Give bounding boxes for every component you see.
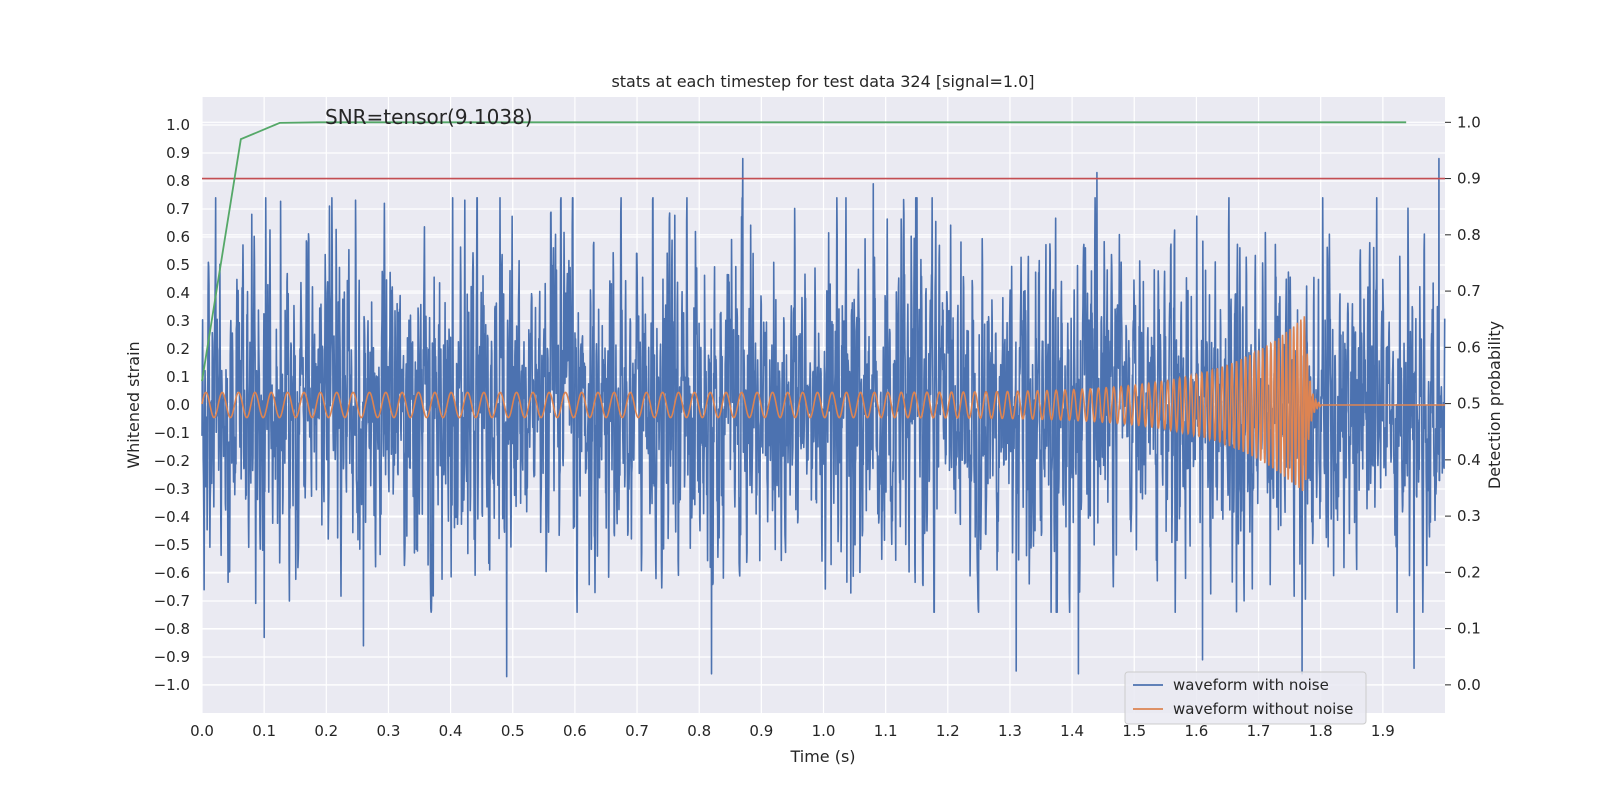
y-tick-label: −0.4 [154,508,190,526]
x-tick-label: 0.6 [563,722,587,740]
x-tick-label: 1.0 [812,722,836,740]
x-tick-label: 1.2 [936,722,960,740]
y-tick-label: −0.3 [154,480,190,498]
x-tick-label: 1.5 [1122,722,1146,740]
y-tick-label: 0.2 [166,340,190,358]
x-tick-label: 1.6 [1184,722,1208,740]
y2-tick-labels: 1.0 0.9 0.8 0.7 0.6 0.5 0.4 0.3 0.2 0.1 0.0 [1445,113,1481,694]
y-tick-label: −1.0 [154,676,190,694]
x-tick-label: 0.2 [314,722,338,740]
y-tick-label: 0.5 [166,256,190,274]
x-tick-label: 1.9 [1371,722,1395,740]
x-tick-label: 1.4 [1060,722,1084,740]
legend-label-clean: waveform without noise [1173,700,1353,718]
y-tick-label: −0.9 [154,648,190,666]
y2-tick-label: 1.0 [1457,113,1481,131]
y2-tick-label: 0.4 [1457,451,1481,469]
y-tick-label: −0.7 [154,592,190,610]
x-tick-label: 0.0 [190,722,214,740]
chart-title: stats at each timestep for test data 324… [611,72,1034,91]
x-tick-label: 0.9 [749,722,773,740]
y-tick-labels: 1.0 0.9 0.8 0.7 0.6 0.5 0.4 0.3 0.2 0.1 0.0 −0.1 −0.… [154,116,190,694]
y-tick-label: 0.8 [166,172,190,190]
y2-tick-label: 0.3 [1457,507,1481,525]
y2-axis-label: Detection probability [1485,321,1504,489]
clean-series-layer [201,316,1445,492]
y-tick-label: 0.3 [166,312,190,330]
y-tick-label: 0.9 [166,144,190,162]
y2-tick-label: 0.8 [1457,226,1481,244]
y2-tick-label: 0.1 [1457,620,1481,638]
x-tick-label: 1.3 [998,722,1022,740]
x-tick-labels: 0.0 0.1 0.2 0.3 0.4 0.5 0.6 0.7 0.8 0.9 1.0 1.1 1.2 1… [190,722,1395,740]
legend: waveform with noise waveform without noi… [1124,671,1367,725]
y-tick-label: 0.1 [166,368,190,386]
x-axis-label: Time (s) [789,747,855,766]
x-tick-label: 0.5 [501,722,525,740]
y-tick-label: 0.0 [166,396,190,414]
series-waveform-without-noise [201,316,1445,492]
y-tick-label: −0.2 [154,452,190,470]
y-tick-label: 0.6 [166,228,190,246]
y-tick-label: 0.4 [166,284,190,302]
legend-box [1124,671,1367,725]
y2-tick-label: 0.2 [1457,563,1481,581]
x-tick-label: 0.3 [377,722,401,740]
probability-series-layer [201,121,1407,382]
y-tick-label: 0.7 [166,200,190,218]
y2-tick-label: 0.9 [1457,170,1481,188]
y2-tick-label: 0.0 [1457,676,1481,694]
series-waveform-with-noise [201,157,1446,678]
y-axis-label: Whitened strain [124,341,143,468]
x-tick-label: 0.1 [252,722,276,740]
y-tick-label: −0.5 [154,536,190,554]
x-tick-label: 0.8 [687,722,711,740]
noise-series-layer [201,157,1446,678]
y-tick-label: 1.0 [166,116,190,134]
x-tick-label: 1.8 [1309,722,1333,740]
snr-annotation: SNR=tensor(9.1038) [325,105,533,129]
x-tick-label: 1.1 [874,722,898,740]
x-tick-label: 1.7 [1247,722,1271,740]
legend-label-noise: waveform with noise [1173,676,1329,694]
y-tick-label: −0.8 [154,620,190,638]
x-tick-label: 0.4 [439,722,463,740]
y2-tick-label: 0.5 [1457,395,1481,413]
x-tick-label: 0.7 [625,722,649,740]
y2-tick-label: 0.7 [1457,282,1481,300]
series-detection-probability [201,121,1407,382]
y-tick-label: −0.1 [154,424,190,442]
y-tick-label: −0.6 [154,564,190,582]
y2-tick-label: 0.6 [1457,338,1481,356]
